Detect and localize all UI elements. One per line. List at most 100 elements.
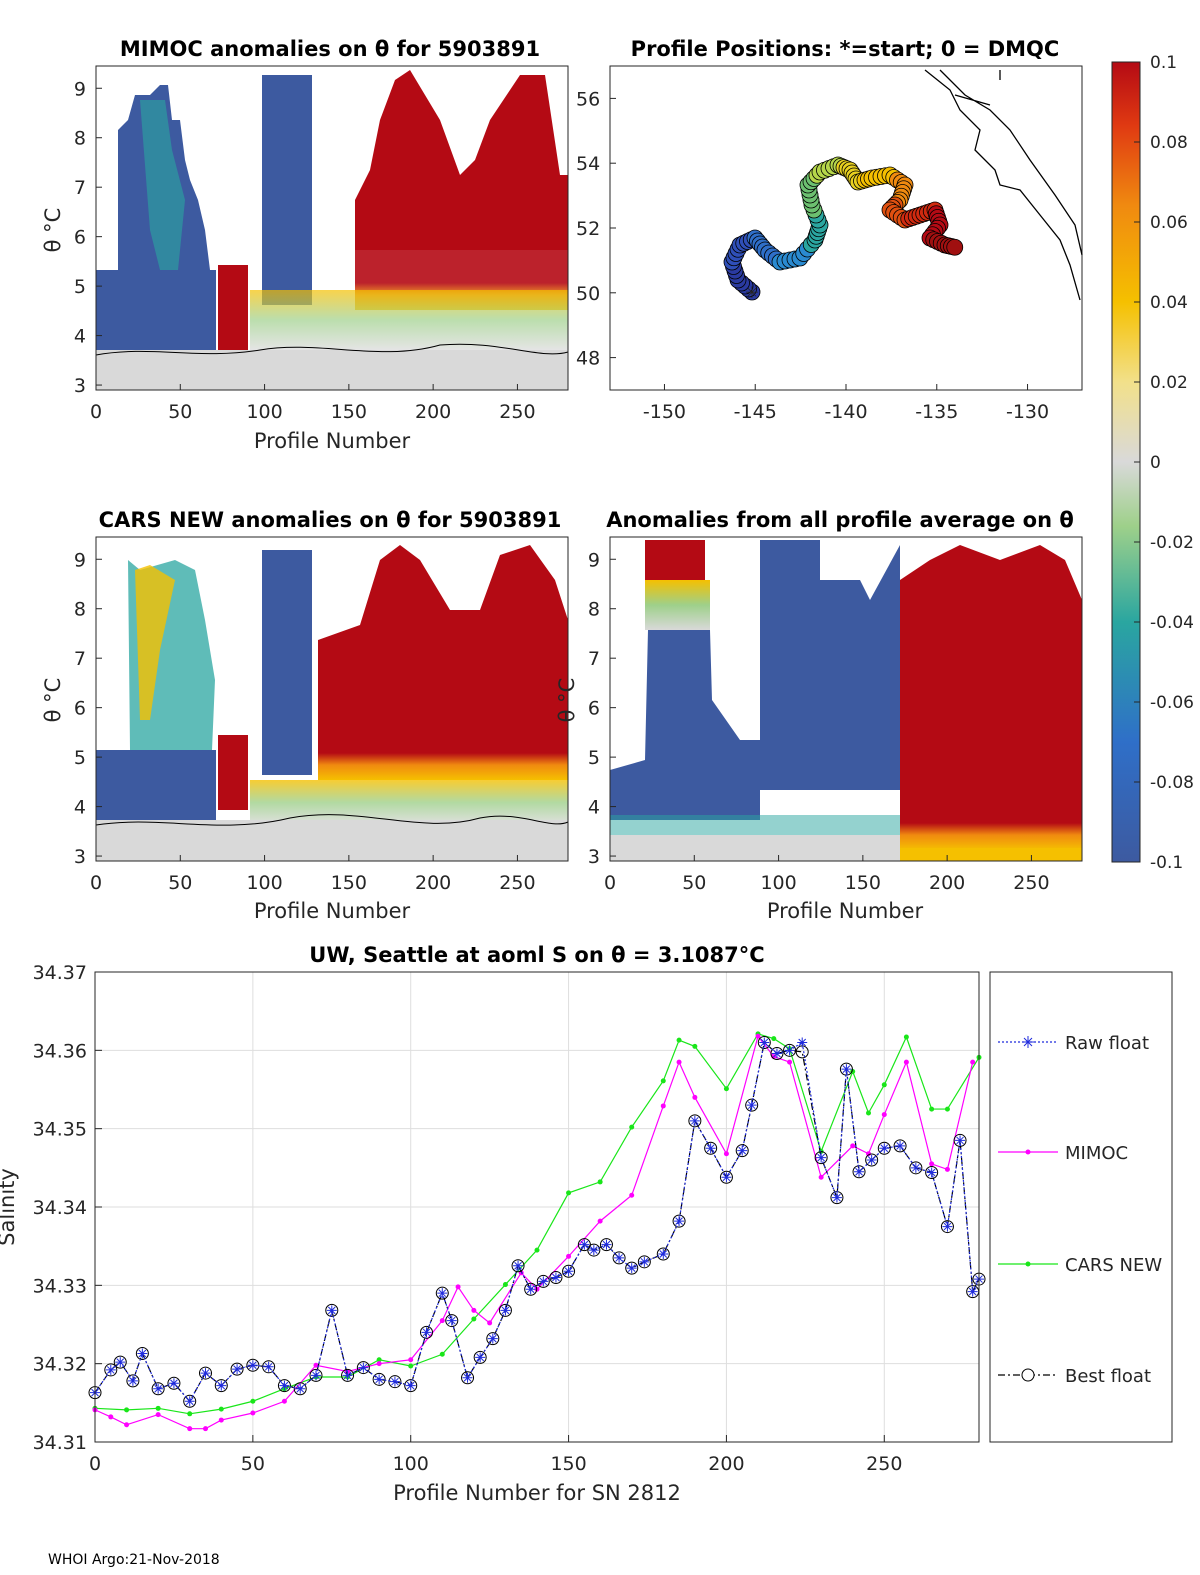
avg-ytick-label: 4 [588, 797, 600, 819]
map-xtick-label: -145 [734, 401, 777, 423]
mimoc-blue-block [262, 75, 312, 305]
raw-float-point [689, 1115, 700, 1126]
avg-x-ticks: 0 50 100 150 200 250 [604, 855, 1050, 894]
best-float-point [420, 1325, 433, 1339]
mimoc-title: MIMOC anomalies on θ for 5903891 [120, 37, 540, 61]
map-xtick-label: -140 [824, 401, 867, 423]
mimoc-point [881, 1112, 887, 1118]
mimoc-point [866, 1151, 871, 1157]
salinity-xtick-label: 50 [241, 1453, 265, 1475]
cars-xlabel: Profile Number [254, 899, 411, 923]
cars-new-point [187, 1411, 193, 1417]
cars-title: CARS NEW anomalies on θ for 5903891 [99, 508, 562, 532]
mimoc-legend-marker [1025, 1149, 1031, 1155]
mimoc-point [124, 1422, 130, 1428]
mimoc-point [487, 1320, 493, 1326]
map-ytick-label: 54 [576, 153, 600, 175]
best-float-point [404, 1379, 418, 1393]
avg-title: Anomalies from all profile average on θ [606, 508, 1074, 532]
mimoc-neutral-floor [96, 350, 568, 390]
best-float-point [865, 1153, 879, 1167]
avg-xtick-label: 250 [1013, 872, 1049, 894]
mimoc-ytick-label: 9 [74, 78, 86, 100]
cars-new-point [218, 1406, 224, 1412]
best-float-point [113, 1355, 127, 1369]
mimoc-x-ticks: 0 50 100 150 200 250 [90, 384, 536, 423]
best-float-point [445, 1314, 459, 1328]
colorbar-tick-label: 0.06 [1150, 213, 1188, 233]
raw-float-point [816, 1152, 827, 1163]
avg-xtick-label: 0 [604, 872, 616, 894]
avg-xtick-label: 100 [760, 872, 796, 894]
cars-panel: CARS NEW anomalies on θ for 5903891 0 50 1… [41, 508, 569, 923]
raw-float-point [563, 1266, 574, 1277]
avg-yellow-corner [645, 580, 710, 630]
colorbar-tick-label: 0.1 [1150, 53, 1177, 73]
best-float-point [486, 1332, 500, 1346]
raw-float-point [601, 1239, 612, 1250]
avg-xtick-label: 200 [929, 872, 965, 894]
cars-new-point [629, 1124, 635, 1130]
mimoc-point [250, 1410, 256, 1416]
raw-float-point [797, 1037, 808, 1048]
raw-float-point [462, 1372, 473, 1383]
cars-new-point [929, 1106, 935, 1112]
best-float-point [757, 1036, 771, 1049]
raw-float-point [389, 1376, 400, 1387]
salinity-ylabel: Salinity [0, 1168, 19, 1246]
raw-float-point [446, 1315, 457, 1326]
cars-new-point [692, 1043, 698, 1049]
best-float-point [625, 1261, 639, 1275]
salinity-x-ticks: 0 50 100 150 200 250 [89, 1435, 902, 1475]
raw-float-point [658, 1249, 669, 1259]
cars-new-point [866, 1110, 871, 1116]
best-float-point [909, 1161, 923, 1175]
map-xtick-label: -150 [643, 401, 686, 423]
best-float-point [704, 1141, 718, 1155]
mimoc-xtick-label: 250 [499, 401, 535, 423]
avg-panel: Anomalies from all profile average on θ … [555, 508, 1083, 923]
salinity-y-ticks: 34.31 34.32 34.33 34.34 34.35 34.36 34.37 [33, 962, 102, 1454]
raw-float-point [200, 1368, 211, 1379]
mimoc-point [455, 1284, 461, 1290]
salinity-ytick-label: 34.35 [33, 1119, 87, 1141]
mimoc-ytick-label: 4 [74, 326, 86, 348]
avg-red-block [900, 545, 1082, 800]
best-float-point [309, 1368, 323, 1382]
avg-blue-right [820, 545, 900, 790]
cars-ytick-label: 4 [74, 797, 86, 819]
avg-yellow-floor [900, 848, 1082, 861]
cars-ytick-label: 3 [74, 846, 86, 868]
cars-blue-low [96, 750, 216, 820]
raw-float-point [105, 1364, 116, 1375]
cars-ytick-label: 8 [74, 599, 86, 621]
mimoc-point [903, 1059, 909, 1065]
mimoc-point [155, 1412, 161, 1418]
avg-ytick-label: 3 [588, 846, 600, 868]
colorbar-tick-label: -0.06 [1150, 693, 1194, 713]
cars-new-point [250, 1398, 256, 1404]
cars-ytick-label: 9 [74, 549, 86, 571]
raw-float-point [674, 1216, 685, 1227]
avg-neutral-floor [610, 835, 900, 861]
best-float-point [672, 1214, 686, 1228]
raw-float-point [926, 1167, 937, 1178]
best-float-point [214, 1379, 228, 1393]
mimoc-point [723, 1151, 729, 1157]
avg-frame [609, 536, 1083, 862]
raw-float-point [216, 1380, 227, 1391]
best-float-point [940, 1220, 954, 1234]
cars-new-point [502, 1282, 508, 1288]
mimoc-red-block [218, 265, 248, 355]
mimoc-point [108, 1414, 114, 1420]
mimoc-point [187, 1426, 193, 1432]
salinity-series [88, 1031, 986, 1432]
mimoc-point [313, 1362, 319, 1368]
mimoc-point [597, 1218, 603, 1224]
avg-xlabel: Profile Number [767, 899, 924, 923]
best-float-point [183, 1394, 197, 1408]
mimoc-ytick-label: 5 [74, 276, 86, 298]
cars-new-point [597, 1179, 603, 1185]
best-float-point [770, 1046, 784, 1060]
